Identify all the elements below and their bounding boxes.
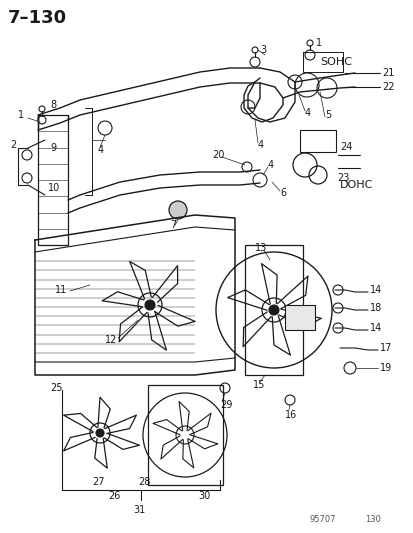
Text: 12: 12 xyxy=(105,335,117,345)
Text: 14: 14 xyxy=(369,323,381,333)
Text: 7–130: 7–130 xyxy=(8,9,67,27)
Text: 19: 19 xyxy=(379,363,391,373)
Text: 29: 29 xyxy=(219,400,232,410)
Circle shape xyxy=(145,300,154,310)
Bar xyxy=(38,115,68,245)
Bar xyxy=(284,305,314,330)
Text: 24: 24 xyxy=(339,142,351,152)
Bar xyxy=(299,130,335,152)
Text: 25: 25 xyxy=(50,383,62,393)
Text: 18: 18 xyxy=(369,303,381,313)
Text: 26: 26 xyxy=(108,491,120,501)
Text: 4: 4 xyxy=(304,108,311,118)
Text: 16: 16 xyxy=(284,410,297,420)
Text: 21: 21 xyxy=(381,68,394,78)
Text: 2: 2 xyxy=(10,140,16,150)
Bar xyxy=(147,385,223,485)
Text: 10: 10 xyxy=(48,183,60,193)
Text: 95707: 95707 xyxy=(309,515,336,524)
Text: 4: 4 xyxy=(267,160,273,170)
Text: 4: 4 xyxy=(257,140,263,150)
Text: 7: 7 xyxy=(170,220,176,230)
Text: 28: 28 xyxy=(138,477,150,487)
Text: 17: 17 xyxy=(379,343,392,353)
Text: 9: 9 xyxy=(50,143,56,153)
Text: 22: 22 xyxy=(381,82,394,92)
Text: 1: 1 xyxy=(315,38,321,48)
Text: 130: 130 xyxy=(364,515,380,524)
Text: 27: 27 xyxy=(92,477,104,487)
Bar xyxy=(244,245,302,375)
Text: 14: 14 xyxy=(369,285,381,295)
Text: 4: 4 xyxy=(98,145,104,155)
Text: 11: 11 xyxy=(55,285,67,295)
Circle shape xyxy=(169,201,187,219)
Text: 23: 23 xyxy=(336,173,349,183)
Text: 6: 6 xyxy=(279,188,285,198)
Text: 31: 31 xyxy=(133,505,145,515)
Text: 1: 1 xyxy=(18,110,24,120)
Text: 3: 3 xyxy=(259,45,266,55)
Text: 15: 15 xyxy=(252,380,265,390)
Bar xyxy=(302,52,342,72)
Text: 20: 20 xyxy=(211,150,224,160)
Text: 13: 13 xyxy=(254,243,267,253)
Text: SOHC: SOHC xyxy=(319,57,351,67)
Circle shape xyxy=(268,305,278,315)
Text: 8: 8 xyxy=(50,100,56,110)
Text: DOHC: DOHC xyxy=(339,180,373,190)
Text: 30: 30 xyxy=(197,491,210,501)
Circle shape xyxy=(96,429,104,437)
Text: 5: 5 xyxy=(324,110,330,120)
